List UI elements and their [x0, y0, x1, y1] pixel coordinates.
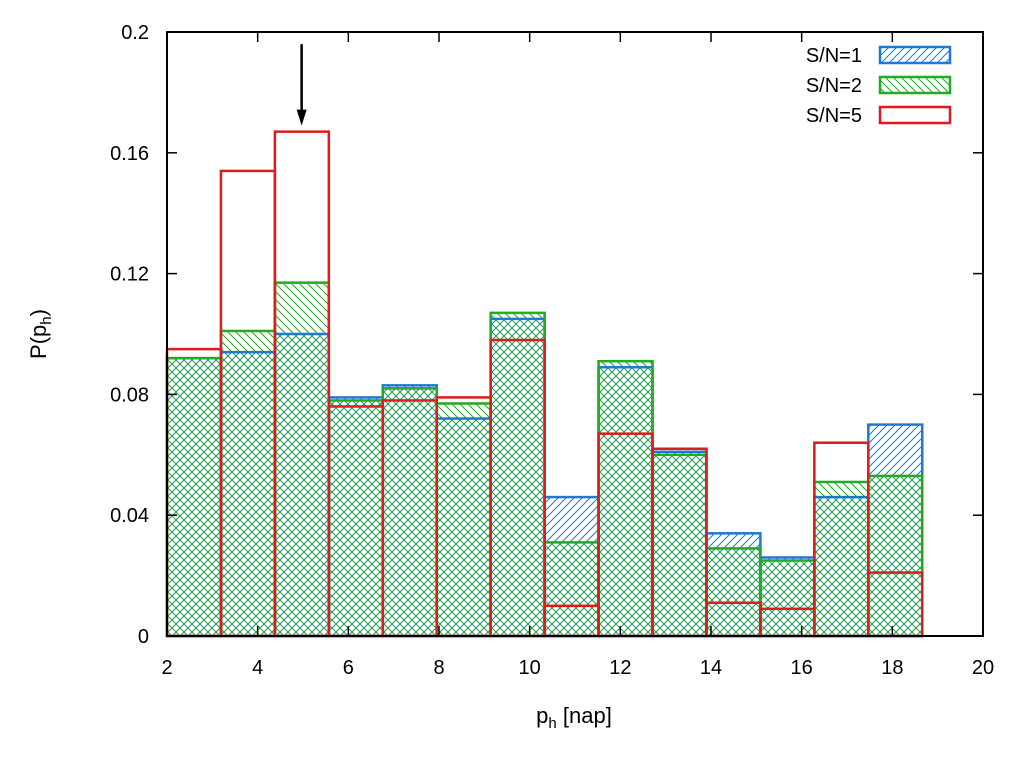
legend-label-0: S/N=1 — [806, 45, 862, 67]
bar-fill-SN2-4 — [382, 388, 437, 636]
histogram-bars — [167, 282, 923, 636]
bar-fill-SN2-2 — [274, 282, 329, 636]
x-tick-label-6: 14 — [700, 657, 722, 679]
legend-swatch-2 — [878, 105, 952, 125]
bar-fill-SN2-11 — [760, 560, 815, 636]
bar-fill-SN2-1 — [220, 330, 275, 636]
ticks — [166, 31, 984, 637]
annotation-arrow — [296, 44, 307, 126]
x-tick-label-4: 10 — [519, 657, 541, 679]
y-tick-label-3: 0.12 — [110, 264, 149, 286]
x-tick-label-2: 6 — [343, 657, 354, 679]
bar-fill-SN2-8 — [598, 361, 653, 636]
y-tick-label-5: 0.2 — [121, 22, 149, 44]
y-tick-label-4: 0.16 — [110, 143, 149, 165]
bar-fill-SN2-12 — [814, 481, 869, 636]
legend-swatch-1 — [878, 75, 952, 95]
y-axis-label: P(ph) — [26, 309, 55, 359]
legend: S/N=1 S/N=2 S/N=5 — [806, 45, 952, 127]
tick-labels: 2 4 6 8 10 12 14 16 18 20 0 0.04 0.08 0.12 0.16 0.2 — [110, 22, 994, 679]
y-tick-label-1: 0.04 — [110, 505, 149, 527]
x-tick-label-0: 2 — [161, 657, 172, 679]
bar-fill-SN2-13 — [868, 475, 923, 636]
bar-fill-SN2-0 — [167, 358, 221, 636]
x-tick-label-5: 12 — [609, 657, 631, 679]
bar-fill-SN2-9 — [652, 454, 707, 636]
x-axis-label: ph [nap] — [536, 703, 612, 732]
axes — [166, 31, 984, 637]
bar-fill-SN2-3 — [328, 400, 383, 636]
arrow-head-icon — [296, 109, 307, 126]
bar-fill-SN2-6 — [490, 312, 545, 636]
x-tick-label-9: 20 — [972, 657, 994, 679]
x-tick-label-8: 18 — [881, 657, 903, 679]
bar-fill-SN2-7 — [544, 542, 599, 636]
legend-label-2: S/N=5 — [806, 105, 862, 127]
legend-swatch-0 — [878, 45, 952, 65]
plot-border — [166, 31, 984, 637]
y-tick-label-0: 0 — [138, 626, 149, 648]
x-tick-label-1: 4 — [252, 657, 263, 679]
bar-fill-SN2-5 — [436, 403, 491, 636]
bar-fill-SN2-10 — [706, 548, 761, 636]
x-tick-label-7: 16 — [791, 657, 813, 679]
y-tick-label-2: 0.08 — [110, 384, 149, 406]
legend-label-1: S/N=2 — [806, 75, 862, 97]
x-tick-label-3: 8 — [433, 657, 444, 679]
